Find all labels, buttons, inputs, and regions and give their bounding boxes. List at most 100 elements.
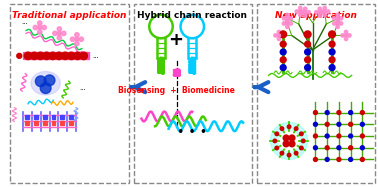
Circle shape <box>337 134 341 138</box>
Circle shape <box>341 34 344 37</box>
Circle shape <box>57 31 61 35</box>
Circle shape <box>314 10 318 14</box>
Bar <box>257 4 375 183</box>
Circle shape <box>68 52 75 60</box>
Bar <box>34 121 38 125</box>
Bar <box>23 52 89 59</box>
Bar <box>25 116 29 119</box>
Circle shape <box>294 151 298 155</box>
Text: ...: ... <box>79 85 86 91</box>
Ellipse shape <box>31 71 60 95</box>
Circle shape <box>44 75 55 86</box>
Circle shape <box>299 146 303 150</box>
Text: • • •: • • • <box>177 126 208 139</box>
Circle shape <box>280 127 284 130</box>
Circle shape <box>280 31 287 38</box>
Circle shape <box>277 34 280 37</box>
Circle shape <box>280 49 286 55</box>
Circle shape <box>328 31 336 38</box>
Circle shape <box>305 65 311 70</box>
Circle shape <box>329 57 335 63</box>
Circle shape <box>286 17 289 20</box>
Circle shape <box>337 111 341 114</box>
Circle shape <box>277 30 281 34</box>
Circle shape <box>277 37 281 41</box>
Circle shape <box>299 132 303 136</box>
Circle shape <box>302 10 305 13</box>
Circle shape <box>280 151 284 155</box>
Circle shape <box>75 37 79 41</box>
Circle shape <box>55 52 63 60</box>
Circle shape <box>360 134 364 138</box>
Circle shape <box>325 146 329 150</box>
Circle shape <box>62 52 69 60</box>
Circle shape <box>336 20 339 24</box>
Circle shape <box>289 141 295 147</box>
Circle shape <box>337 157 341 161</box>
Circle shape <box>36 76 46 87</box>
Circle shape <box>333 17 336 20</box>
Bar <box>134 4 252 183</box>
Circle shape <box>62 31 66 36</box>
Circle shape <box>304 7 307 10</box>
Circle shape <box>283 135 289 141</box>
Circle shape <box>271 122 308 160</box>
Circle shape <box>283 141 289 147</box>
Circle shape <box>319 10 323 13</box>
Circle shape <box>313 122 318 126</box>
Circle shape <box>344 37 348 41</box>
Circle shape <box>280 65 286 70</box>
Bar <box>69 116 73 119</box>
Circle shape <box>323 10 326 13</box>
Circle shape <box>313 157 318 161</box>
Circle shape <box>38 26 42 30</box>
Circle shape <box>336 18 339 22</box>
Circle shape <box>360 157 364 161</box>
Text: Traditional application: Traditional application <box>12 11 126 20</box>
Circle shape <box>318 14 322 17</box>
Circle shape <box>305 57 311 63</box>
Circle shape <box>325 157 329 161</box>
Circle shape <box>322 10 325 14</box>
Circle shape <box>42 25 46 30</box>
Text: ...: ... <box>93 53 99 59</box>
Circle shape <box>325 122 329 126</box>
Circle shape <box>57 27 62 31</box>
Circle shape <box>323 6 327 10</box>
Circle shape <box>313 111 318 114</box>
Bar <box>60 116 64 119</box>
Text: +: + <box>168 31 183 49</box>
Text: ...: ... <box>21 19 28 25</box>
Circle shape <box>329 41 335 47</box>
Circle shape <box>295 10 299 13</box>
Text: Hybrid chain reaction: Hybrid chain reaction <box>137 11 247 20</box>
Circle shape <box>300 10 304 14</box>
Circle shape <box>75 42 79 46</box>
Circle shape <box>286 25 289 29</box>
Circle shape <box>57 36 62 40</box>
Circle shape <box>337 122 341 126</box>
Circle shape <box>305 41 311 47</box>
Circle shape <box>286 20 289 24</box>
Circle shape <box>33 25 37 30</box>
Circle shape <box>360 111 364 114</box>
Circle shape <box>318 7 322 10</box>
Circle shape <box>349 146 353 150</box>
Circle shape <box>53 31 57 36</box>
Circle shape <box>349 111 353 114</box>
Circle shape <box>289 135 295 141</box>
Circle shape <box>307 10 310 14</box>
Circle shape <box>299 6 302 10</box>
Circle shape <box>280 41 286 47</box>
Circle shape <box>49 52 57 60</box>
Circle shape <box>304 14 307 17</box>
Bar <box>34 116 38 119</box>
Circle shape <box>348 34 351 37</box>
Circle shape <box>325 134 329 138</box>
Bar <box>11 4 129 183</box>
Circle shape <box>294 127 298 130</box>
Circle shape <box>275 132 279 136</box>
Text: New application: New application <box>274 11 356 20</box>
Circle shape <box>349 134 353 138</box>
Circle shape <box>31 52 38 60</box>
